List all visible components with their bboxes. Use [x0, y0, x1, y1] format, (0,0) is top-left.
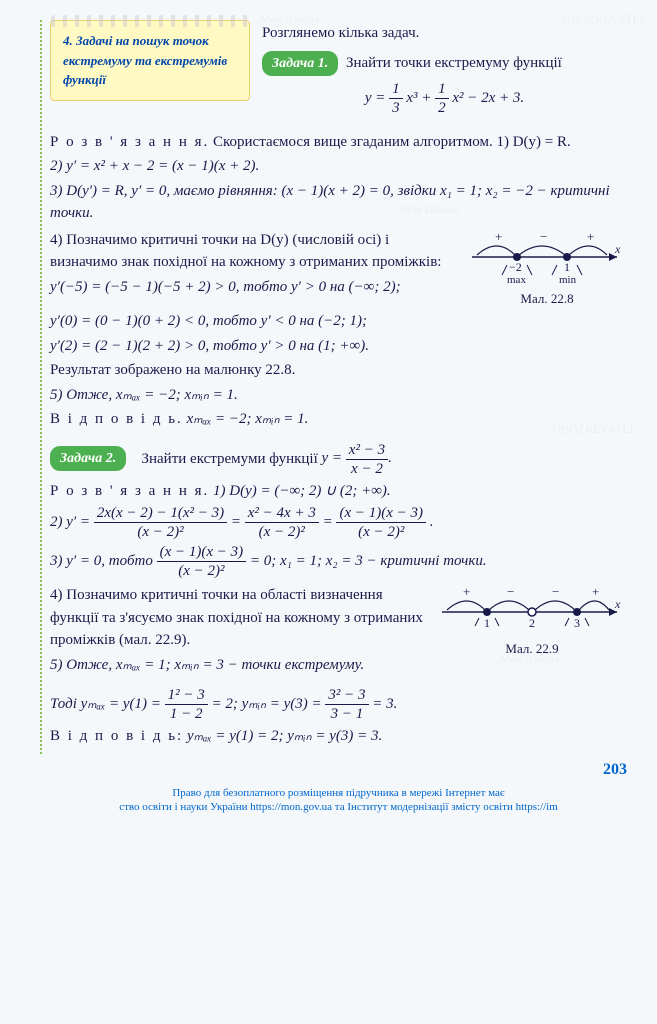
task1-step1: Р о з в ' я з а н н я. Скористаємося вищ…	[50, 131, 627, 154]
section-sticky-note: 4. Задачі на пошук точок екстремуму та е…	[50, 20, 250, 101]
deriv-frac1: 2x(x − 2) − 1(x² − 3)(x − 2)²	[94, 504, 227, 541]
task1-step4-text: 4) Позначимо критичні точки на D(y) (чис…	[50, 227, 457, 301]
diagram-caption-1: Мал. 22.8	[467, 289, 627, 309]
svg-text:3: 3	[574, 616, 580, 630]
answer-text-1: xₘₐₓ = −2; xₘᵢₙ = 1.	[187, 411, 309, 427]
svg-text:+: +	[463, 584, 470, 599]
step4d: y′(2) = (2 − 1)(2 + 2) > 0, тобто y′ > 0…	[50, 335, 627, 358]
task2-prompt-line: Задача 2. Знайти екстремуми функції y = …	[50, 441, 627, 478]
page-number: 203	[50, 758, 627, 782]
formula-lhs: y =	[365, 89, 389, 105]
solution-label-2: Р о з в ' я з а н н я.	[50, 483, 209, 499]
step1-text: Скористаємося вище згаданим алгоритмом. …	[213, 134, 571, 150]
svg-text:1: 1	[564, 260, 570, 274]
task1-step4-row: 4) Позначимо критичні точки на D(y) (чис…	[50, 227, 627, 309]
task2-badge: Задача 2.	[50, 446, 126, 471]
svg-text:+: +	[587, 229, 594, 244]
task1-header: Розглянемо кілька задач. Задача 1. Знайт…	[262, 20, 627, 121]
formula-t2: x² − 2x + 3.	[452, 89, 524, 105]
step4b: y′(−5) = (−5 − 1)(−5 + 2) > 0, тобто y′ …	[50, 276, 457, 299]
svg-text:1: 1	[484, 616, 490, 630]
step4e: Результат зображено на малюнку 22.8.	[50, 359, 627, 382]
task1-step2: 2) y′ = x² + x − 2 = (x − 1)(x + 2).	[50, 155, 627, 178]
footer-line1: Право для безоплатного розміщення підруч…	[50, 786, 627, 800]
task2-step3: 3) y′ = 0, тобто (x − 1)(x − 3)(x − 2)² …	[50, 543, 627, 580]
svg-text:+: +	[495, 229, 502, 244]
svg-text:−2: −2	[509, 260, 522, 274]
task2-step5: 5) Отже, xₘₐₓ = 1; xₘᵢₙ = 3 − точки екст…	[50, 654, 427, 677]
svg-text:−: −	[552, 584, 559, 599]
task1-step3: 3) D(y′) = R, y′ = 0, маємо рівняння: (x…	[50, 180, 627, 225]
then-frac1: 1² − 31 − 2	[165, 686, 208, 723]
diagram-22-8: + − + −2 1 x max min Мал. 22.8	[467, 227, 627, 309]
task2-step1: Р о з в ' я з а н н я. 1) D(y) = (−∞; 2)…	[50, 480, 627, 503]
deriv-frac3: (x − 1)(x − 3)(x − 2)²	[336, 504, 426, 541]
answer-text-2: yₘₐₓ = y(1) = 2; yₘᵢₙ = y(3) = 3.	[187, 728, 382, 744]
task1-badge: Задача 1.	[262, 51, 338, 76]
step4c: y′(0) = (0 − 1)(0 + 2) < 0, тобто y′ < 0…	[50, 310, 627, 333]
task2-step2: 2) y′ = 2x(x − 2) − 1(x² − 3)(x − 2)² = …	[50, 504, 627, 541]
diagram-22-9: + − − + 1 2 3 x Мал. 22.9	[437, 582, 627, 659]
task2-answer: В і д п о в і д ь: yₘₐₓ = y(1) = 2; yₘᵢₙ…	[50, 725, 627, 748]
answer-label-1: В і д п о в і д ь.	[50, 411, 183, 427]
svg-text:max: max	[507, 274, 526, 286]
then-frac2: 3² − 33 − 1	[325, 686, 368, 723]
formula-t1: x³ +	[406, 89, 435, 105]
footer: Право для безоплатного розміщення підруч…	[50, 786, 627, 815]
frac-1-2: 12	[435, 80, 449, 117]
task1-step5: 5) Отже, xₘₐₓ = −2; xₘᵢₙ = 1.	[50, 384, 627, 407]
task2-then: Тоді yₘₐₓ = y(1) = 1² − 31 − 2 = 2; yₘᵢₙ…	[50, 686, 627, 723]
svg-text:x: x	[614, 597, 621, 611]
solution-label: Р о з в ' я з а н н я.	[50, 134, 209, 150]
answer-label-2: В і д п о в і д ь:	[50, 728, 183, 744]
task2-step4-text: 4) Позначимо критичні точки на області в…	[50, 582, 427, 678]
svg-text:−: −	[540, 229, 547, 244]
task2-func-frac: x² − 3x − 2	[346, 441, 388, 478]
svg-text:+: +	[592, 584, 599, 599]
svg-text:min: min	[559, 274, 577, 286]
task1-prompt: Задача 1. Знайти точки екстремуму функці…	[262, 51, 627, 76]
svg-text:2: 2	[529, 616, 535, 630]
sticky-text: 4. Задачі на пошук точок екстремуму та е…	[63, 33, 227, 87]
left-dotted-border	[40, 20, 42, 754]
svg-text:x: x	[614, 242, 621, 256]
task2-prompt: Знайти екстремуми функції	[141, 450, 321, 466]
step3-frac: (x − 1)(x − 3)(x − 2)²	[157, 543, 247, 580]
step4a: 4) Позначимо критичні точки на D(y) (чис…	[50, 229, 457, 274]
task2-step4-row: 4) Позначимо критичні точки на області в…	[50, 582, 627, 678]
step1-text-2: 1) D(y) = (−∞; 2) ∪ (2; +∞).	[213, 483, 391, 499]
intro-text: Розглянемо кілька задач.	[262, 22, 627, 45]
task1-formula: y = 13 x³ + 12 x² − 2x + 3.	[262, 80, 627, 117]
diagram-caption-2: Мал. 22.9	[437, 639, 627, 659]
frac-1-3: 13	[389, 80, 403, 117]
top-row: 4. Задачі на пошук точок екстремуму та е…	[50, 20, 627, 121]
svg-text:−: −	[507, 584, 514, 599]
task1-answer: В і д п о в і д ь. xₘₐₓ = −2; xₘᵢₙ = 1.	[50, 408, 627, 431]
task1-prompt-text: Знайти точки екстремуму функції	[346, 55, 562, 71]
deriv-frac2: x² − 4x + 3(x − 2)²	[245, 504, 319, 541]
task2-func: y = x² − 3x − 2.	[322, 450, 392, 466]
footer-line2: ство освіти і науки України https://mon.…	[50, 800, 627, 814]
task2-step4: 4) Позначимо критичні точки на області в…	[50, 584, 427, 652]
